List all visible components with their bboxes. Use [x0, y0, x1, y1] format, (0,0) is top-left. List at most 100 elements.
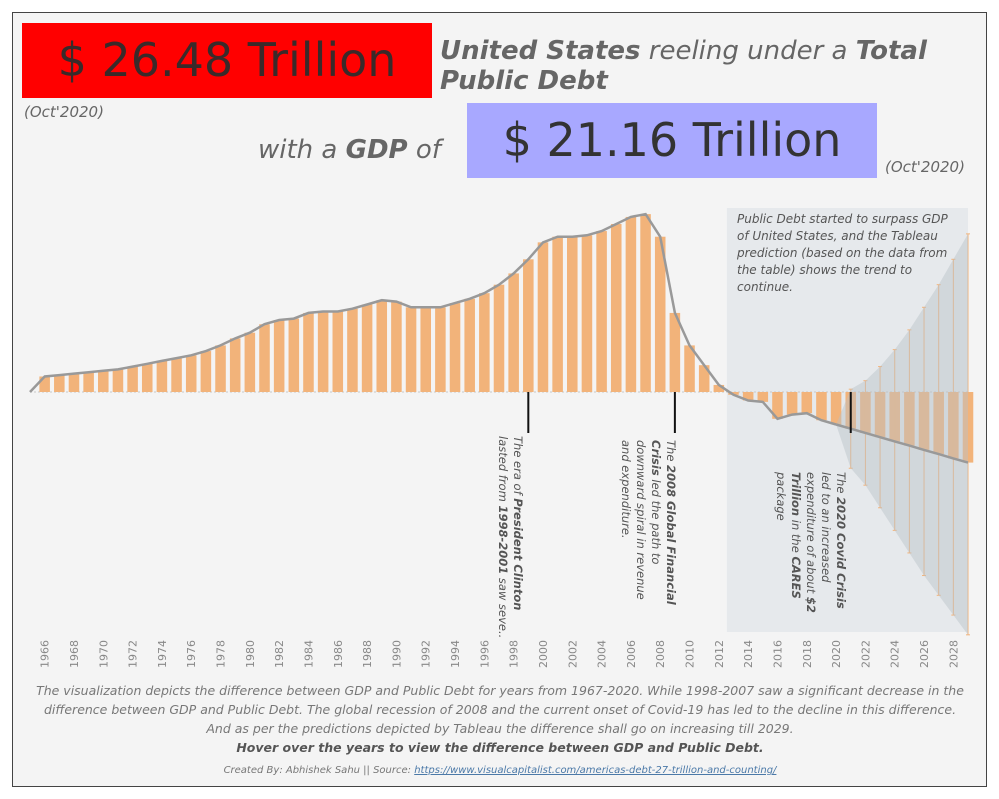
x-tick-label: 1978	[215, 640, 228, 668]
bar-1989[interactable]	[376, 300, 388, 392]
bar-2004[interactable]	[596, 231, 607, 392]
x-tick-label: 1968	[68, 640, 81, 668]
bar-1996[interactable]	[479, 293, 490, 392]
bar-1985[interactable]	[317, 311, 329, 392]
bar-2017[interactable]	[786, 392, 798, 415]
bar-1968[interactable]	[68, 373, 80, 392]
x-tick-label: 2014	[742, 640, 755, 668]
x-tick-label: 1966	[39, 640, 52, 668]
bar-1993[interactable]	[435, 307, 446, 392]
bar-1981[interactable]	[259, 324, 270, 392]
headline: United States reeling under a Total Publ…	[440, 36, 960, 96]
x-tick-label: 1976	[185, 640, 198, 668]
gdp-date: (Oct'2020)	[885, 158, 965, 176]
bar-2018[interactable]	[801, 392, 813, 414]
chart[interactable]: 1966 1968 1970 1972 1974 1976 1978 1980 1982 1984…	[0, 0, 999, 680]
bar-1970[interactable]	[98, 370, 109, 392]
bar-1976[interactable]	[185, 355, 197, 392]
debt-date: (Oct'2020)	[24, 103, 104, 121]
x-tick-label: 2000	[537, 640, 550, 668]
credit-prefix: Created By: Abhishek Sahu || Source:	[223, 765, 415, 776]
x-tick-label: 2006	[625, 640, 638, 668]
x-tick-label: 2020	[830, 640, 843, 668]
bar-2015[interactable]	[757, 392, 769, 402]
bar-2010[interactable]	[684, 345, 695, 392]
gdp-lead-post: of	[407, 135, 441, 165]
bar-1966[interactable]	[39, 376, 50, 392]
bar-1994[interactable]	[449, 303, 461, 392]
bar-1999[interactable]	[523, 259, 534, 392]
bar-2001[interactable]	[552, 236, 563, 392]
bar-1987[interactable]	[347, 308, 358, 392]
source-link[interactable]: https://www.visualcapitalist.com/america…	[414, 765, 777, 776]
annotation-clinton: The era of President Clinton lasted from…	[496, 436, 525, 639]
x-tick-label: 2022	[859, 640, 872, 668]
bar-2019[interactable]	[816, 392, 827, 421]
gdp-value: $ 21.16 Trillion	[467, 103, 877, 178]
x-tick-label: 2002	[566, 640, 579, 668]
bar-1997[interactable]	[493, 284, 505, 392]
x-tick-label: 1986	[332, 640, 345, 668]
bar-2007[interactable]	[640, 214, 651, 392]
bar-1980[interactable]	[244, 332, 256, 392]
bar-2012[interactable]	[713, 384, 725, 392]
x-tick-label: 1982	[273, 640, 286, 668]
bar-2008[interactable]	[654, 236, 666, 392]
bar-1971[interactable]	[112, 369, 124, 392]
headline-bold: Total Public Debt	[440, 36, 927, 96]
x-tick-label: 2010	[684, 640, 697, 668]
x-tick-label: 2016	[771, 640, 784, 668]
bar-2016[interactable]	[772, 392, 783, 419]
bar-1982[interactable]	[273, 320, 285, 392]
x-tick-label: 1990	[390, 640, 403, 668]
bar-1990[interactable]	[391, 301, 402, 392]
bar-2014[interactable]	[742, 392, 754, 401]
x-tick-label: 1994	[449, 640, 462, 668]
bar-1969[interactable]	[83, 372, 94, 392]
x-tick-label: 1970	[97, 640, 110, 668]
bar-1983[interactable]	[288, 318, 300, 392]
x-tick-label: 1974	[156, 640, 169, 668]
x-tick-label: 1980	[244, 640, 257, 668]
footer-hover-hint: Hover over the years to view the differe…	[236, 740, 764, 755]
x-tick-label: 1992	[420, 640, 433, 668]
bar-2002[interactable]	[567, 236, 578, 392]
annotation-gfc: The 2008 Global Financial Crisis led the…	[619, 440, 678, 605]
x-tick-label: 1998	[508, 640, 521, 668]
bar-1988[interactable]	[361, 304, 373, 392]
bar-2005[interactable]	[610, 224, 622, 392]
annotation-covid: The 2020 Covid Crisis led to an increase…	[774, 472, 848, 613]
footer-description: The visualization depicts the difference…	[30, 681, 970, 757]
x-tick-label: 1972	[127, 640, 140, 668]
bar-2003[interactable]	[581, 235, 593, 392]
gdp-lead-bold: GDP	[345, 135, 408, 165]
bar-2006[interactable]	[625, 216, 637, 392]
public-debt-value: $ 26.48 Trillion	[22, 23, 432, 98]
x-tick-label: 2004	[596, 640, 609, 668]
gdp-lead-pre: with a	[258, 135, 346, 165]
bar-1998[interactable]	[508, 273, 519, 392]
trend-line	[29, 212, 837, 426]
bar-1974[interactable]	[156, 360, 168, 392]
bar-2011[interactable]	[698, 365, 710, 392]
bar-1975[interactable]	[171, 358, 182, 392]
x-tick-label: 2018	[801, 640, 814, 668]
bar-2000[interactable]	[537, 242, 549, 392]
bar-1984[interactable]	[303, 312, 314, 392]
bar-1977[interactable]	[200, 351, 212, 392]
x-tick-label: 1988	[361, 640, 374, 668]
bar-1979[interactable]	[229, 338, 241, 392]
forecast-band	[836, 233, 968, 635]
headline-country: United States	[440, 36, 641, 66]
bar-2009[interactable]	[669, 312, 681, 392]
x-tick-label: 1996	[478, 640, 491, 668]
bar-1992[interactable]	[420, 307, 431, 392]
bar-1978[interactable]	[215, 345, 226, 392]
bar-1995[interactable]	[464, 298, 475, 392]
bar-1991[interactable]	[405, 307, 417, 392]
bar-1986[interactable]	[332, 311, 344, 392]
bar-2020[interactable]	[830, 392, 842, 425]
bar-1972[interactable]	[127, 366, 138, 392]
bar-1973[interactable]	[141, 363, 153, 392]
bar-1967[interactable]	[54, 375, 65, 392]
